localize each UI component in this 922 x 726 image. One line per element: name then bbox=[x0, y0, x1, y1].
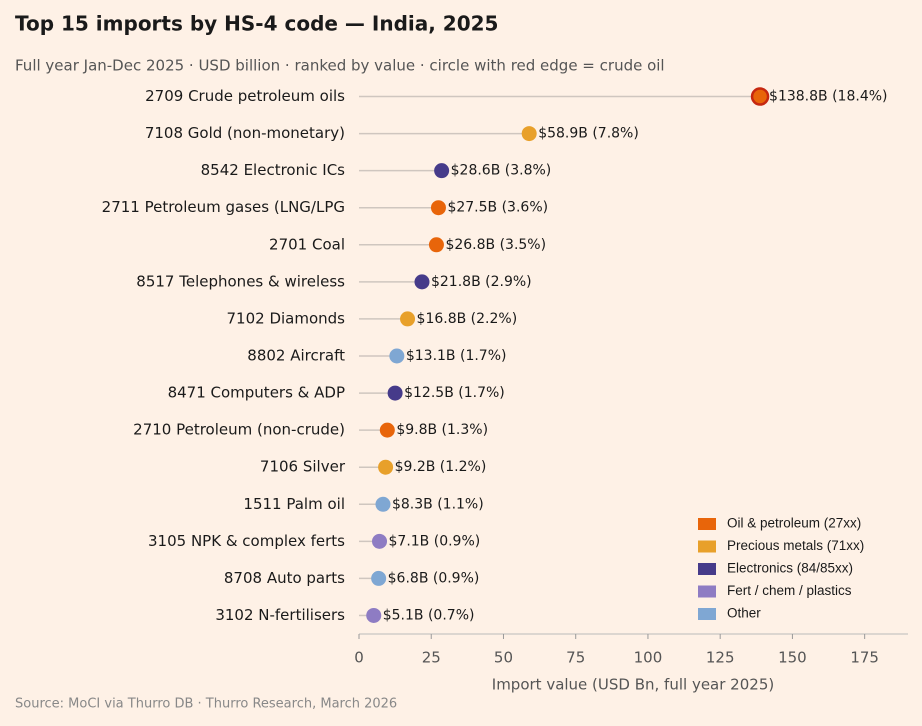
value-label: $138.8B (18.4%) bbox=[769, 89, 887, 105]
legend-swatch bbox=[698, 540, 716, 553]
y-tick-label: 8471 Computers & ADP bbox=[168, 384, 345, 402]
x-tick-label: 100 bbox=[634, 649, 663, 667]
x-axis-label: Import value (USD Bn, full year 2025) bbox=[492, 676, 774, 694]
x-tick-label: 150 bbox=[778, 649, 807, 667]
source: Source: MoCI via Thurro DB · Thurro Rese… bbox=[15, 697, 397, 712]
legend-label: Precious metals (71xx) bbox=[727, 538, 864, 553]
chart-title: Top 15 imports by HS-4 code — India, 202… bbox=[15, 12, 498, 36]
dot bbox=[375, 496, 391, 512]
dot bbox=[387, 385, 403, 401]
value-label: $8.3B (1.1%) bbox=[392, 496, 484, 512]
dot bbox=[400, 311, 416, 327]
x-tick-label: 75 bbox=[566, 649, 585, 667]
x-tick-label: 175 bbox=[850, 649, 879, 667]
x-tick-label: 125 bbox=[706, 649, 735, 667]
dot bbox=[379, 422, 395, 438]
dot bbox=[366, 607, 382, 623]
legend-label: Other bbox=[727, 606, 761, 621]
y-tick-label: 7106 Silver bbox=[260, 458, 346, 476]
value-label: $9.2B (1.2%) bbox=[395, 459, 487, 475]
legend-swatch bbox=[698, 563, 716, 575]
y-tick-label: 2711 Petroleum gases (LNG/LPG bbox=[102, 198, 345, 216]
y-tick-label: 8708 Auto parts bbox=[224, 569, 345, 587]
dot bbox=[521, 126, 537, 142]
dot bbox=[378, 459, 394, 475]
legend-swatch bbox=[698, 518, 716, 530]
dot bbox=[750, 87, 770, 106]
dot bbox=[430, 200, 446, 216]
y-tick-label: 2701 Coal bbox=[269, 235, 345, 253]
dot bbox=[389, 348, 405, 364]
value-label: $26.8B (3.5%) bbox=[445, 237, 546, 253]
y-tick-label: 7102 Diamonds bbox=[227, 309, 346, 327]
value-label: $28.6B (3.8%) bbox=[451, 163, 552, 179]
value-label: $5.1B (0.7%) bbox=[383, 607, 475, 623]
y-tick-label: 2709 Crude petroleum oils bbox=[145, 87, 345, 105]
x-tick-label: 25 bbox=[422, 649, 441, 667]
value-label: $58.9B (7.8%) bbox=[538, 126, 639, 142]
chart-subtitle: Full year Jan-Dec 2025 · USD billion · r… bbox=[15, 57, 665, 75]
y-tick-label: 3102 N-fertilisers bbox=[215, 606, 345, 624]
value-label: $6.8B (0.9%) bbox=[388, 570, 480, 586]
legend-label: Oil & petroleum (27xx) bbox=[727, 516, 861, 531]
value-label: $7.1B (0.9%) bbox=[389, 533, 481, 549]
value-label: $9.8B (1.3%) bbox=[396, 422, 488, 438]
y-tick-label: 8542 Electronic ICs bbox=[201, 161, 346, 179]
dot bbox=[428, 237, 444, 253]
value-label: $12.5B (1.7%) bbox=[404, 385, 505, 401]
dot bbox=[372, 533, 388, 549]
dot bbox=[434, 163, 450, 179]
x-tick-label: 0 bbox=[354, 649, 364, 667]
value-label: $16.8B (2.2%) bbox=[417, 311, 518, 327]
y-tick-label: 2710 Petroleum (non-crude) bbox=[133, 421, 345, 439]
y-tick-label: 3105 NPK & complex ferts bbox=[148, 532, 345, 550]
legend-swatch bbox=[698, 608, 716, 620]
y-tick-label: 7108 Gold (non-monetary) bbox=[145, 124, 345, 142]
value-label: $27.5B (3.6%) bbox=[447, 200, 548, 216]
y-tick-label: 8517 Telephones & wireless bbox=[136, 272, 345, 290]
legend-label: Electronics (84/85xx) bbox=[727, 561, 853, 576]
x-tick-label: 50 bbox=[494, 649, 513, 667]
value-label: $13.1B (1.7%) bbox=[406, 348, 507, 364]
dot bbox=[371, 570, 387, 586]
y-tick-label: 1511 Palm oil bbox=[243, 495, 345, 513]
legend-swatch bbox=[698, 585, 716, 598]
value-label: $21.8B (2.9%) bbox=[431, 274, 532, 290]
legend-label: Fert / chem / plastics bbox=[727, 583, 852, 598]
dot bbox=[414, 274, 430, 290]
y-tick-label: 8802 Aircraft bbox=[247, 347, 345, 365]
